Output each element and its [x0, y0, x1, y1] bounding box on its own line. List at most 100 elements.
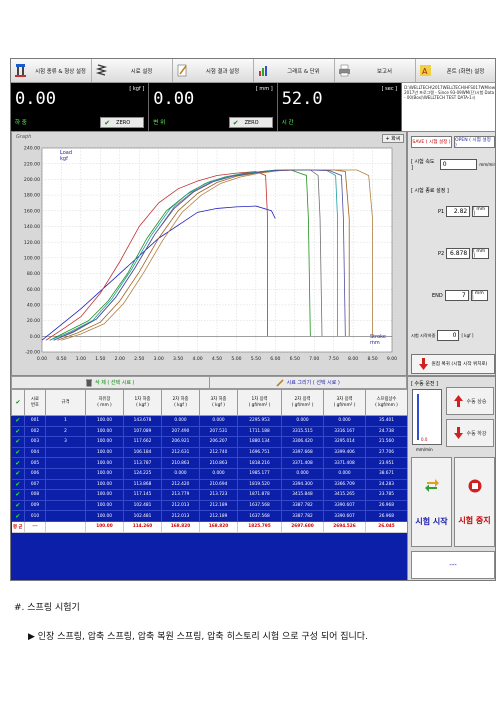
table-cell: 3390.607	[323, 500, 366, 512]
table-cell: 212.013	[161, 510, 200, 522]
table-cell: 213.723	[199, 489, 238, 501]
table-row[interactable]: ✔ 007 100.00 113.868 212.420 210.694 1819.520 3…	[11, 479, 408, 491]
average-row[interactable]: 평 균 --- 100.00 114.260 168.820 168.820 1825.79…	[11, 521, 408, 533]
p1-input[interactable]: 2.82	[446, 206, 471, 217]
manual-speed-value: 0.0	[421, 437, 428, 442]
menu-font-setup[interactable]: A 폰트 (화면) 설정	[416, 59, 495, 82]
table-row[interactable]: ✔ 005 100.00 113.787 210.863 210.863 1818.216 3…	[11, 457, 408, 469]
table-row[interactable]: ✔ 006 100.00 124.225 0.000 0.000 1985.177 0.000…	[11, 468, 408, 480]
y-axis-label: Load	[60, 150, 72, 156]
end-input[interactable]: 7	[444, 290, 469, 301]
manual-speed-unit: mm/min	[416, 447, 433, 452]
table-row[interactable]: ✔ 009 100.00 102.481 212.013 212.189 1637.568 3…	[11, 500, 408, 512]
table-cell: 2697.600	[281, 521, 324, 533]
table-row[interactable]: ✔ 004 100.00 106.184 212.631 212.740 1696.751 3…	[11, 447, 408, 459]
table-cell: 124.225	[123, 468, 162, 480]
y-tick-label: 200.00	[24, 177, 40, 183]
x-tick-label: 4.00	[192, 356, 202, 362]
table-cell: 1637.568	[237, 500, 282, 512]
table-cell: 1637.568	[237, 510, 282, 522]
table-row[interactable]: ✔ 002 2 100.00 107.089 207.490 207.531 1711.188…	[11, 426, 408, 438]
menu-report[interactable]: 보고서	[335, 59, 416, 82]
speed-input[interactable]: 0	[439, 159, 478, 170]
y-tick-label: 100.00	[24, 255, 40, 261]
load-caption: 하 중	[15, 120, 27, 126]
column-header[interactable]: 자유장( mm )	[85, 389, 124, 416]
x-tick-label: 8.50	[367, 356, 377, 362]
column-header[interactable]: 3차 하중( kgf )	[199, 389, 238, 416]
manual-down-button[interactable]: 수동 하강	[446, 419, 494, 447]
x-tick-label: 3.00	[154, 356, 164, 362]
menu-graph-unit[interactable]: 그래프 & 단위	[254, 59, 335, 82]
column-header[interactable]: 3차 응력( gf/mm² )	[323, 389, 366, 416]
speed-label: [ 시험 속도 ]	[411, 159, 435, 171]
table-cell: 212.420	[161, 479, 200, 491]
menu-test-type[interactable]: 시험 종류 & 형상 설정	[11, 59, 92, 82]
check-icon: ✔	[104, 118, 111, 127]
table-row[interactable]: ✔ 010 100.00 102.481 212.013 212.189 1637.568 3…	[11, 510, 408, 522]
column-header[interactable]: 1차 응력( gf/mm² )	[237, 389, 282, 416]
table-cell: 210.863	[161, 457, 200, 469]
table-cell: 117.662	[123, 436, 162, 448]
return-origin-button[interactable]: 원점 복귀 (시험 시작 위치로)	[411, 354, 495, 374]
pencil-icon	[177, 64, 187, 77]
draw-sample-button[interactable]: 시료 그리기 ( 선택 시료 )	[210, 377, 407, 388]
table-row[interactable]: ✔ 003 3 100.00 117.662 206.921 206.207 1880.134…	[11, 436, 408, 448]
start-load-row: 시험 시작하중 0 [ kgf ]	[411, 330, 473, 341]
manual-up-button[interactable]: 수동 상승	[446, 387, 494, 415]
table-cell: 3306.420	[281, 436, 324, 448]
trash-icon	[86, 379, 93, 386]
y-tick-label: 240.00	[24, 146, 40, 152]
delete-sample-button[interactable]: 삭 제 ( 선택 시료 )	[12, 377, 210, 388]
table-row[interactable]: ✔ 001 1 100.00 143.678 0.000 0.000 2295.953 0.00…	[11, 415, 408, 427]
column-header[interactable]: 2차 응력( gf/mm² )	[281, 389, 324, 416]
row-check-icon: ✔	[11, 426, 25, 438]
table-cell: 1818.216	[237, 457, 282, 469]
test-stop-button[interactable]: 시험 중지	[454, 457, 495, 547]
table-cell: 3415.265	[323, 489, 366, 501]
series-line	[53, 169, 346, 341]
series-line	[41, 205, 276, 341]
caption-title: #. 스프링 시험기	[14, 603, 80, 613]
table-cell: 3366.709	[323, 479, 366, 491]
load-zero-button[interactable]: ✔ ZERO	[100, 117, 145, 128]
menu-sample-setup[interactable]: 시료 설정	[92, 59, 173, 82]
table-cell: 212.631	[161, 447, 200, 459]
save-settings-button[interactable]: SAVE ( 시험 설정 )	[411, 136, 452, 148]
table-cell: 212.189	[199, 510, 238, 522]
load-unit: [ kgf ]	[129, 86, 145, 92]
table-cell: 006	[24, 468, 46, 480]
graph-option-button[interactable]: + 화씨	[382, 134, 404, 143]
x-tick-label: 0.00	[37, 356, 47, 362]
column-header[interactable]: 1차 하중( kgf )	[123, 389, 162, 416]
test-start-button[interactable]: 시험 시작	[411, 457, 452, 547]
table-cell: 102.481	[123, 500, 162, 512]
column-header[interactable]: 스프링상수( kgf/mm )	[365, 389, 408, 416]
time-caption: 시 간	[281, 120, 294, 126]
manual-speed-gauge[interactable]: 0.0	[412, 389, 442, 445]
column-header[interactable]: 2차 하중( kgf )	[161, 389, 200, 416]
row-check-icon: ✔	[11, 447, 25, 459]
data-path-text: D:\WELLTECH\2017WELLTECH\HFS017WM\ew 201…	[402, 83, 495, 131]
stroke-zero-button[interactable]: ✔ ZERO	[228, 117, 273, 128]
x-tick-label: 1.00	[76, 356, 86, 362]
row-check-icon: ✔	[11, 436, 25, 448]
time-readout: 52.0 [ sec ] 시 간	[278, 83, 403, 131]
column-header[interactable]: 규격	[45, 389, 86, 416]
table-cell: 0.000	[281, 468, 324, 480]
start-load-input[interactable]: 0	[437, 330, 460, 341]
p2-input[interactable]: 6.878	[446, 248, 471, 259]
x-axis-label: Stroke	[370, 334, 386, 340]
y-tick-label: 20.00	[27, 318, 40, 324]
menu-result-setup[interactable]: 시험 결과 설정	[173, 59, 254, 82]
open-settings-button[interactable]: OPEN ( 시험 설정 )	[454, 136, 495, 148]
table-cell: 206.207	[199, 436, 238, 448]
column-header[interactable]: 시료 번호	[24, 389, 46, 416]
font-icon: A	[420, 65, 431, 76]
column-header[interactable]: ✔	[11, 389, 25, 416]
status-box: ---	[411, 551, 495, 579]
table-header-row: ✔ 시료 번호 규격 자유장( mm ) 1차 하중( kgf ) 2차 하중( kgf )…	[11, 389, 408, 416]
table-cell: 3371.408	[323, 457, 366, 469]
x-tick-label: 2.50	[134, 356, 144, 362]
table-row[interactable]: ✔ 008 100.00 117.145 213.779 213.723 1871.878 3…	[11, 489, 408, 501]
